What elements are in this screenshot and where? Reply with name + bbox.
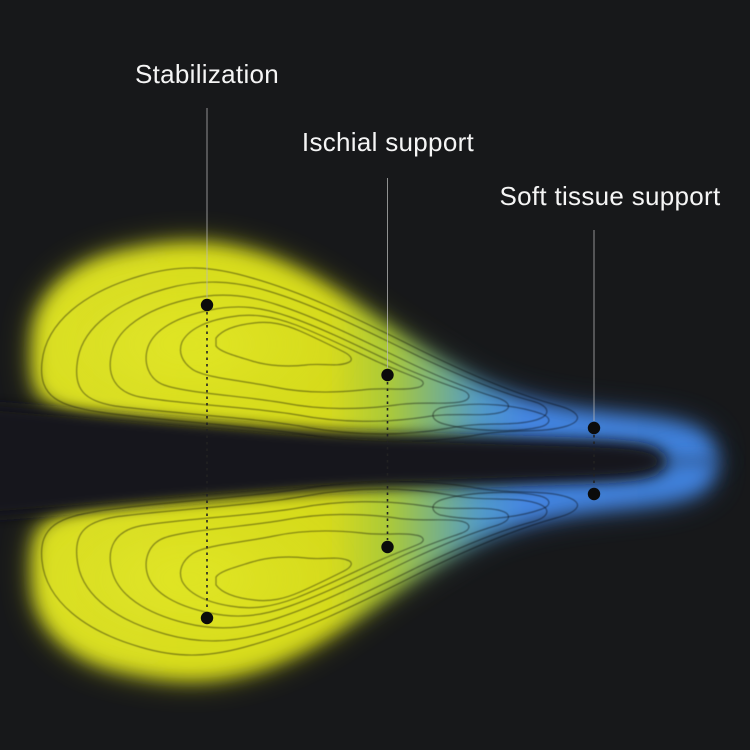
marker-soft-tissue-bottom	[587, 487, 601, 501]
leader-lines	[206, 108, 595, 421]
label-soft-tissue-support: Soft tissue support	[499, 181, 721, 211]
marker-stabilization-bottom	[200, 611, 214, 625]
saddle-upper-half	[33, 244, 717, 461]
contour-lines	[40, 267, 579, 443]
point-markers	[200, 298, 601, 625]
label-ischial-support: Ischial support	[301, 127, 475, 157]
marker-soft-tissue-top	[587, 421, 601, 435]
label-stabilization: Stabilization	[134, 59, 280, 89]
marker-ischial-top	[381, 368, 394, 382]
marker-stabilization-top	[200, 298, 214, 312]
dashed-connectors	[206, 312, 595, 611]
marker-ischial-bottom	[381, 540, 394, 554]
pressure-hotspot	[40, 272, 340, 416]
center-channel-cutout	[0, 406, 664, 516]
